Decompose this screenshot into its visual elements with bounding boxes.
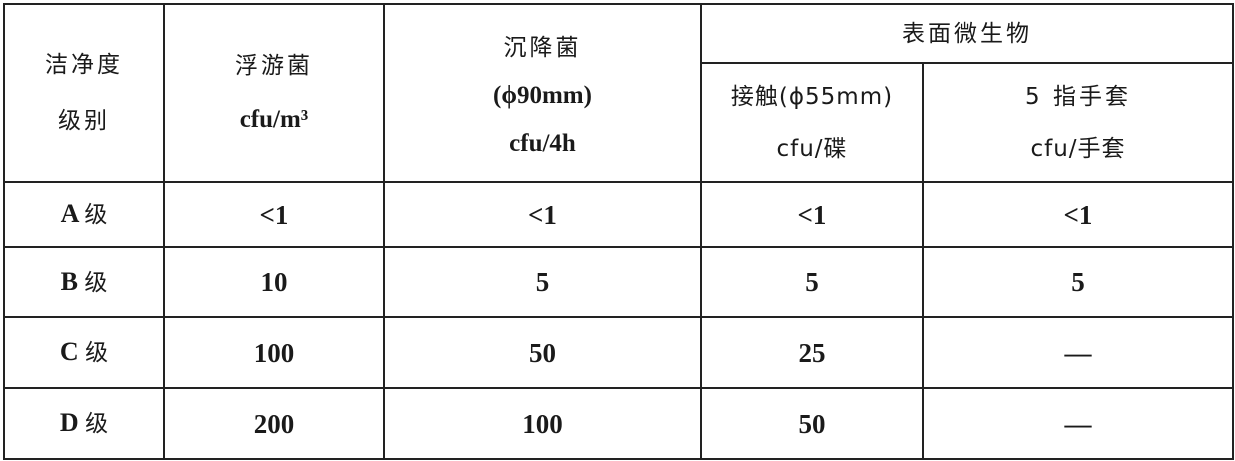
glove-cell: 5 [922, 246, 1234, 318]
settling-cell: 50 [383, 316, 702, 389]
header-surface-microbes: 表面微生物 [700, 3, 1234, 64]
level-cell: B 级 [3, 246, 165, 318]
level-suffix: 级 [85, 411, 109, 437]
header-level-line1: 洁净度 [45, 52, 123, 78]
header-glove-unit: cfu/手套 [1030, 135, 1126, 162]
contact-cell: <1 [700, 181, 924, 248]
settling-cell: 100 [383, 387, 702, 460]
header-settling-unit: cfu/4h [509, 130, 576, 157]
header-airborne-unit: cfu/m³ [239, 106, 309, 133]
header-level: 洁净度 级别 [3, 3, 165, 183]
contact-cell: 5 [700, 246, 924, 318]
header-contact-text: 接触(ϕ55mm) [730, 83, 894, 110]
header-glove-line1: 5 指手套 [1025, 83, 1131, 110]
level-letter: A [60, 199, 78, 228]
level-letter: B [60, 266, 78, 296]
table-row: C 级 100 50 25 — [3, 316, 1234, 389]
cleanliness-microbe-limits-table: 洁净度 级别 浮游菌 cfu/m³ 沉降菌 (ϕ90mm) cfu/4h 表面微… [3, 3, 1234, 460]
glove-cell: <1 [922, 181, 1234, 248]
level-suffix: 级 [85, 340, 109, 366]
header-settling-line1: 沉降菌 [503, 35, 582, 61]
settling-cell: <1 [383, 181, 702, 248]
airborne-cell: <1 [163, 181, 385, 248]
settling-cell: 5 [383, 246, 702, 318]
table-row: B 级 10 5 5 5 [3, 246, 1234, 318]
level-cell: C 级 [3, 316, 165, 389]
header-level-line2: 级别 [58, 108, 110, 134]
header-contact-unit: cfu/碟 [776, 135, 848, 162]
level-cell: D 级 [3, 387, 165, 460]
glove-cell: — [922, 316, 1234, 389]
level-letter: C [59, 337, 79, 366]
airborne-cell: 200 [163, 387, 385, 460]
contact-cell: 25 [700, 316, 924, 389]
airborne-cell: 100 [163, 316, 385, 389]
header-airborne-line1: 浮游菌 [235, 53, 313, 79]
header-airborne: 浮游菌 cfu/m³ [163, 3, 385, 183]
airborne-cell: 10 [163, 246, 385, 318]
table-row: D 级 200 100 50 — [3, 387, 1234, 460]
header-contact: 接触(ϕ55mm) cfu/碟 [700, 62, 924, 183]
level-cell: A 级 [3, 181, 165, 248]
header-glove: 5 指手套 cfu/手套 [922, 62, 1234, 183]
glove-cell: — [922, 387, 1234, 460]
contact-cell: 50 [700, 387, 924, 460]
level-suffix: 级 [84, 269, 108, 296]
level-letter: D [59, 408, 79, 437]
header-settling-size: (ϕ90mm) [493, 82, 592, 109]
table-row: A 级 <1 <1 <1 <1 [3, 181, 1234, 248]
header-contact-line1: 接触(ϕ55mm) [702, 76, 922, 118]
level-suffix: 级 [84, 202, 108, 228]
header-settling: 沉降菌 (ϕ90mm) cfu/4h [383, 3, 702, 183]
